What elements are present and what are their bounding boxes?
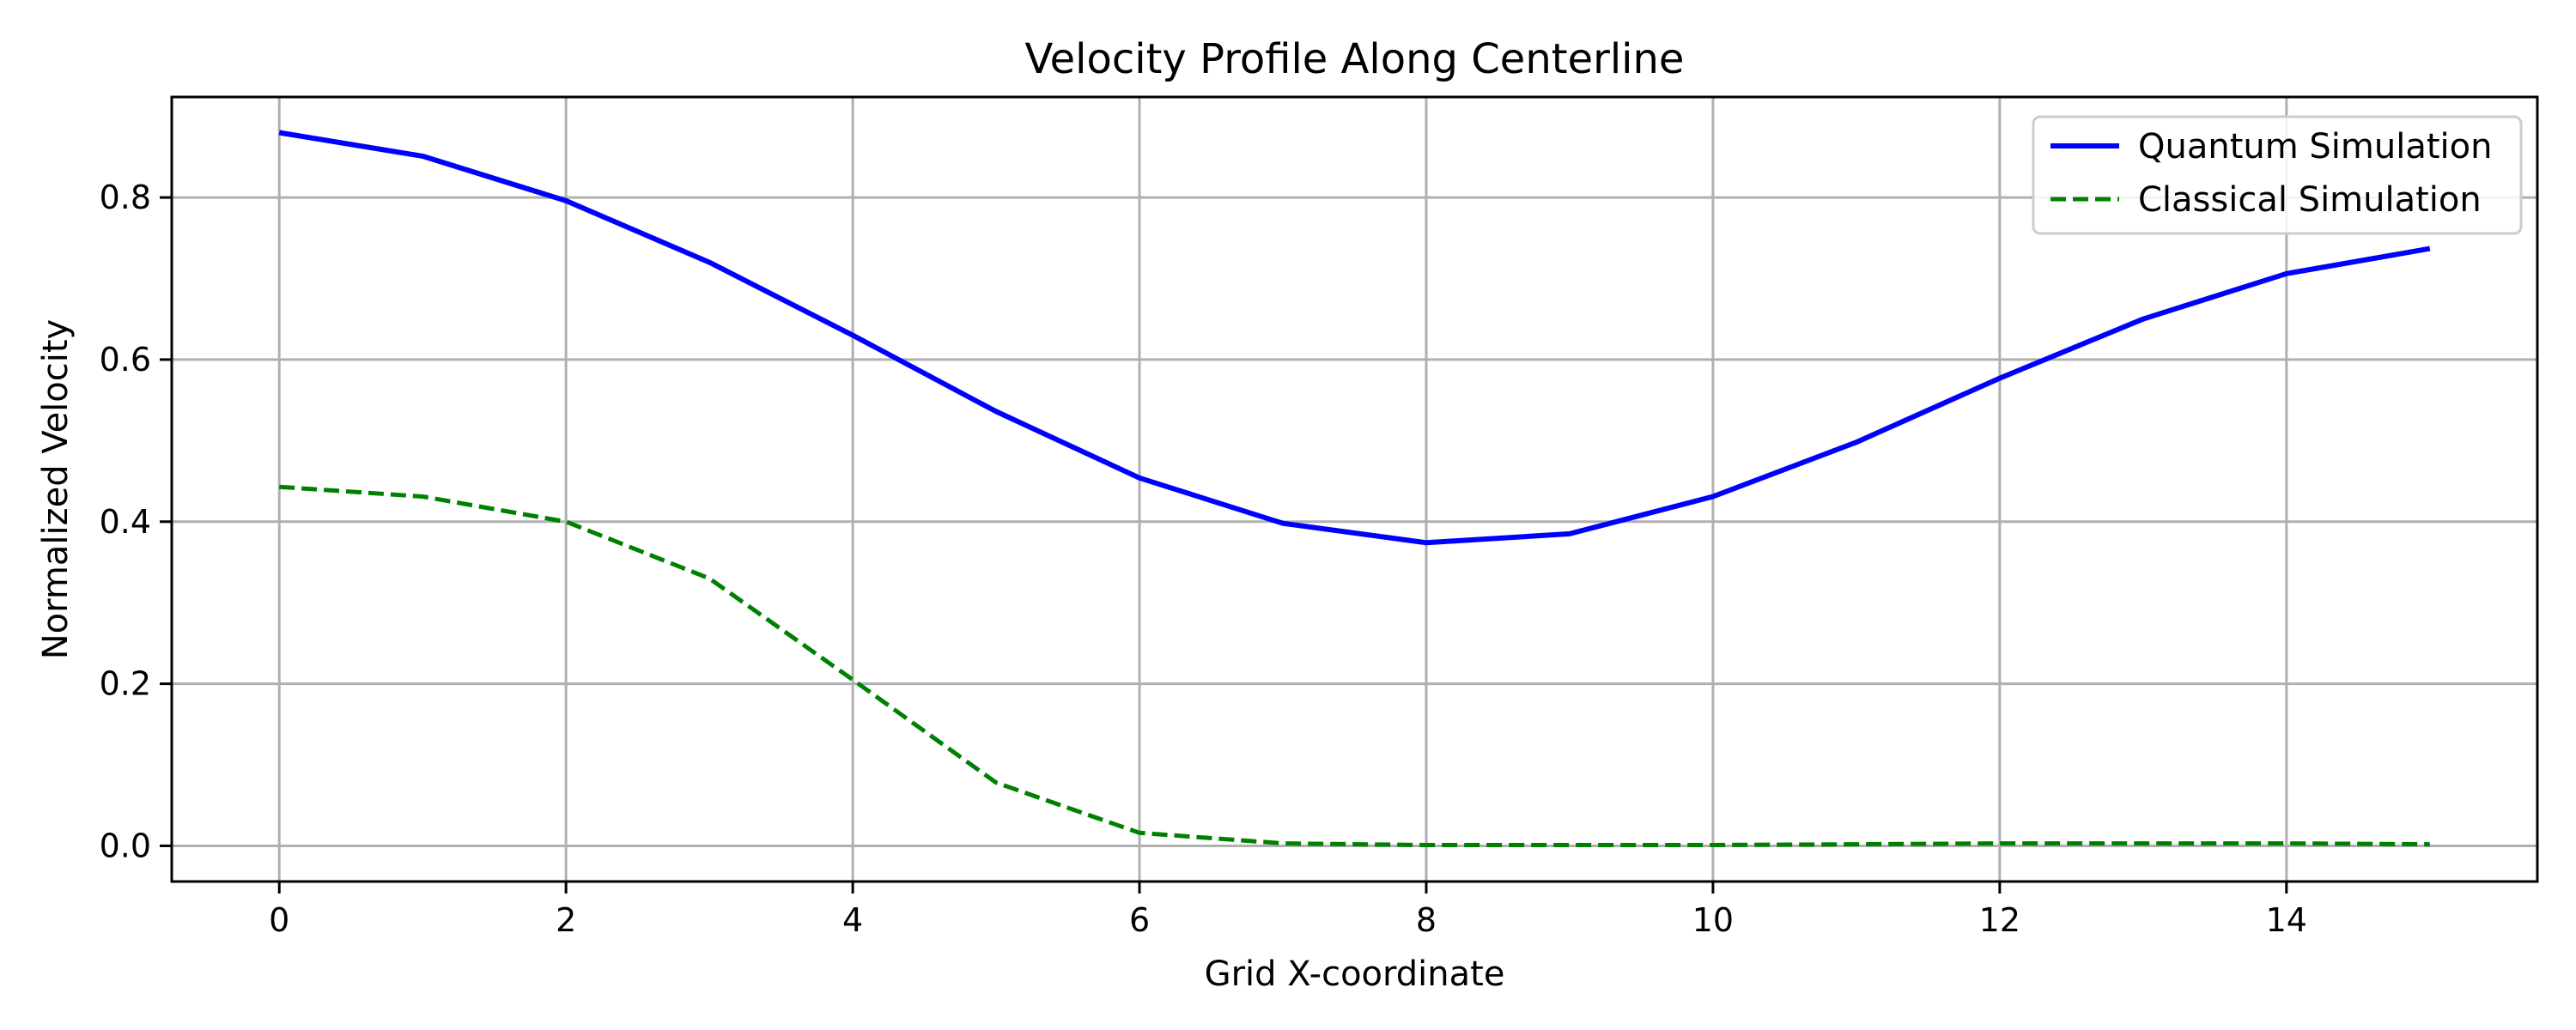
x-tick-label: 10 (1692, 901, 1734, 939)
x-axis-label: Grid X-coordinate (1205, 954, 1505, 994)
x-tick-label: 4 (842, 901, 863, 939)
x-tick-label: 12 (1979, 901, 2020, 939)
chart-title: Velocity Profile Along Centerline (1025, 35, 1685, 83)
legend: Quantum Simulation Classical Simulation (2032, 115, 2523, 235)
x-tick-label: 14 (2266, 901, 2307, 939)
y-tick-label: 0.8 (100, 179, 151, 216)
plot-frame (170, 95, 2539, 883)
x-tick-label: 8 (1416, 901, 1437, 939)
y-axis-label: Normalized Velocity (36, 319, 76, 659)
ticks: 0 2 4 6 8 10 12 14 0.0 0.2 0.4 0.6 0.8 (100, 179, 2307, 939)
series-line-classical (279, 484, 2430, 847)
y-tick-label: 0.0 (100, 827, 151, 864)
legend-box (2032, 115, 2523, 235)
x-tick-label: 0 (269, 901, 289, 939)
y-tick-label: 0.6 (100, 341, 151, 379)
x-tick-label: 6 (1129, 901, 1150, 939)
legend-label: Classical Simulation (2138, 180, 2482, 220)
legend-label: Quantum Simulation (2138, 127, 2492, 167)
series-line-quantum (278, 130, 2431, 546)
series-group (278, 130, 2431, 847)
y-tick-label: 0.2 (100, 665, 151, 703)
x-tick-label: 2 (556, 901, 576, 939)
y-tick-label: 0.4 (100, 503, 151, 541)
